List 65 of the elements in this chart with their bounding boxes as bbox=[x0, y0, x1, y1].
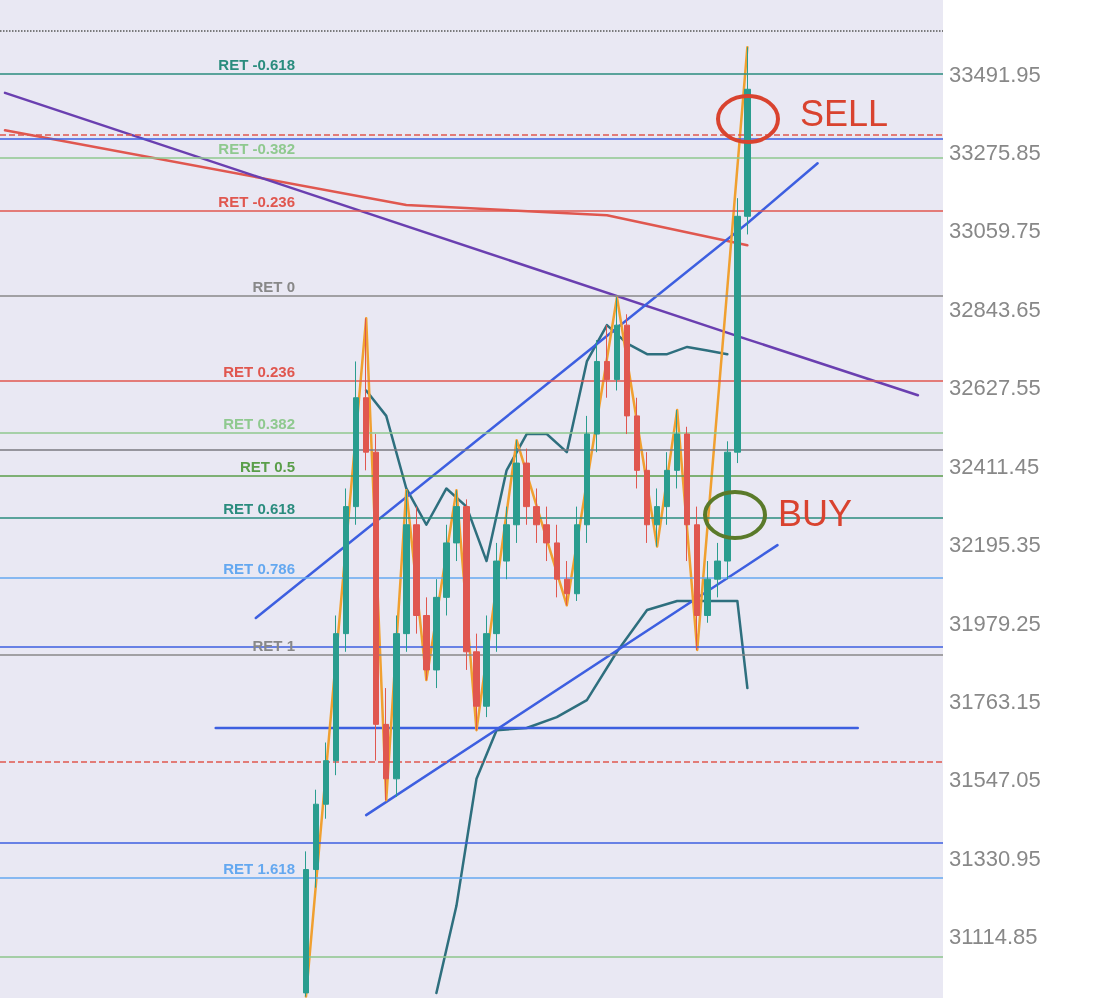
candlestick bbox=[533, 487, 540, 544]
candlestick bbox=[473, 633, 480, 731]
ref-line-label: RET 0.5 bbox=[239, 458, 295, 476]
ref-line-label: RET -0.618 bbox=[218, 56, 295, 74]
ref-line-label: RET 0.236 bbox=[223, 363, 295, 381]
candlestick bbox=[443, 524, 450, 616]
ref-line-label: RET 0 bbox=[252, 278, 295, 296]
ref-line-label: RET 0.786 bbox=[223, 560, 295, 578]
candlestick bbox=[744, 46, 751, 235]
candlestick bbox=[734, 197, 741, 464]
candlestick bbox=[664, 451, 670, 526]
y-tick-label: 32843.65 bbox=[949, 296, 1041, 322]
candlestick bbox=[493, 542, 500, 653]
y-tick-label: 31330.95 bbox=[949, 845, 1041, 871]
candlestick bbox=[644, 451, 650, 544]
candlestick bbox=[453, 489, 460, 562]
candlestick bbox=[303, 850, 309, 998]
candlestick bbox=[694, 506, 700, 651]
candlestick bbox=[523, 448, 530, 526]
ref-line-label: RET -0.236 bbox=[218, 193, 295, 211]
candlestick bbox=[614, 296, 620, 391]
candlestick bbox=[423, 596, 430, 681]
candlestick bbox=[483, 614, 490, 718]
ref-line-label: RET -0.382 bbox=[218, 140, 295, 158]
y-tick-label: 33059.75 bbox=[949, 218, 1041, 244]
candlestick bbox=[333, 614, 339, 776]
candlestick bbox=[543, 506, 550, 562]
y-tick-label: 31763.15 bbox=[949, 688, 1041, 714]
candlestick bbox=[654, 487, 660, 548]
candlestick bbox=[513, 439, 520, 544]
candlestick bbox=[463, 498, 470, 671]
candlestick bbox=[373, 433, 379, 762]
candlestick bbox=[684, 426, 690, 562]
annotation: SELL bbox=[800, 92, 889, 134]
candlestick bbox=[714, 542, 721, 598]
candlestick bbox=[704, 560, 711, 624]
candlestick bbox=[343, 487, 349, 653]
candlestick bbox=[564, 560, 570, 606]
y-tick-label: 32627.55 bbox=[949, 375, 1041, 401]
candlestick bbox=[674, 409, 680, 489]
candlestick bbox=[594, 339, 600, 453]
y-tick-label: 31979.25 bbox=[949, 610, 1041, 636]
y-tick-label: 33275.85 bbox=[949, 139, 1041, 165]
candlestick bbox=[353, 360, 359, 526]
y-tick-label: 31114.85 bbox=[949, 924, 1038, 950]
line-series bbox=[435, 599, 749, 995]
ref-line-label: RET 1.618 bbox=[223, 860, 295, 878]
candlestick bbox=[724, 440, 731, 580]
candlestick bbox=[413, 506, 420, 635]
candlestick bbox=[433, 578, 440, 689]
y-tick-label: 33491.95 bbox=[949, 61, 1041, 87]
candlestick bbox=[403, 489, 410, 653]
ref-line-label: RET 0.618 bbox=[223, 500, 295, 518]
candlestick bbox=[584, 415, 590, 544]
candlestick bbox=[393, 614, 400, 798]
y-tick-label: 32195.35 bbox=[949, 532, 1041, 558]
candlestick bbox=[634, 397, 640, 489]
ref-line-label: RET 0.382 bbox=[223, 414, 295, 432]
candlestick bbox=[313, 789, 319, 889]
candlestick bbox=[323, 742, 329, 820]
candlestick bbox=[574, 506, 580, 602]
candlestick bbox=[554, 524, 560, 598]
y-tick-label: 31547.05 bbox=[949, 767, 1041, 793]
y-tick-label: 32411.45 bbox=[949, 453, 1040, 479]
candlestick bbox=[503, 506, 510, 580]
